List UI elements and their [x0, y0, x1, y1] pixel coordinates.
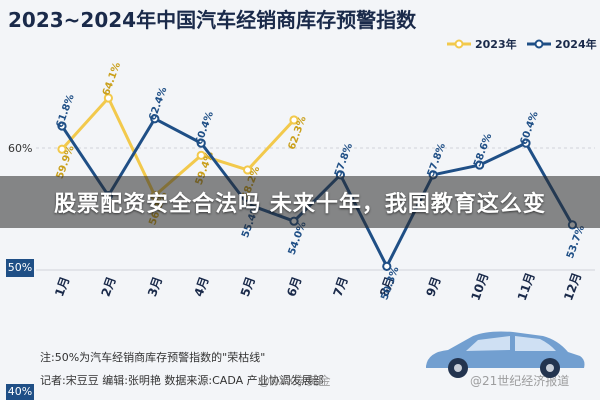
y-tick-label: 60% — [8, 142, 32, 155]
overlay-headline: 股票配资安全合法吗 未来十年，我国教育这么变 — [54, 192, 546, 217]
data-point — [289, 115, 299, 125]
data-label: 62.4% — [147, 86, 169, 122]
y-tick-label-badge-50: 50% — [6, 259, 34, 277]
legend-marker — [454, 39, 464, 49]
data-point — [196, 138, 206, 148]
data-point — [196, 150, 206, 160]
chart-note: 注:50%为汽车经销商库存预警指数的"荣枯线" — [40, 351, 266, 364]
data-label: 58.6% — [472, 132, 494, 168]
x-tick-label: 3月 — [145, 275, 165, 299]
data-point — [57, 144, 67, 154]
x-tick-label: 8月 — [377, 275, 397, 299]
data-point — [521, 138, 531, 148]
data-label: 60.4% — [519, 110, 541, 146]
x-tick-label: 7月 — [331, 275, 351, 299]
x-tick-label: 1月 — [52, 275, 72, 299]
x-tick-label: 2月 — [99, 275, 119, 299]
chart-credits: 记者:宋豆豆 编辑:张明艳 数据来源:CADA 产业协调发展部 — [40, 374, 324, 387]
data-label: 57.8% — [333, 142, 355, 178]
data-label: 64.1% — [101, 61, 123, 97]
overlay-banner — [0, 176, 600, 228]
x-tick-label: 5月 — [238, 275, 258, 299]
data-label: 60.4% — [194, 110, 216, 146]
y-tick-label-badge-40: 40% — [6, 384, 34, 400]
data-point — [382, 261, 392, 271]
x-tick-label: 6月 — [284, 275, 304, 299]
legend: 2023年 2024年 — [447, 37, 597, 51]
legend-marker — [534, 39, 544, 49]
x-tick-label: 4月 — [191, 275, 211, 299]
data-point — [150, 114, 160, 124]
x-tick-label: 10月 — [468, 271, 491, 303]
watermark-right: @21世纪经济报道 — [470, 374, 570, 388]
legend-label: 2024年 — [555, 37, 597, 51]
series-line — [60, 96, 296, 198]
legend-label: 2023年 — [475, 37, 517, 51]
x-tick-label: 12月 — [561, 271, 584, 303]
data-point — [57, 121, 67, 131]
data-point — [103, 93, 114, 103]
data-label: 53.7% — [565, 224, 587, 260]
grid-layer — [36, 147, 595, 271]
watermark-left: @XXX学黄金 — [258, 374, 331, 388]
chart-title: 2023~2024年中国汽车经销商库存预警指数 — [8, 8, 417, 32]
data-point — [243, 165, 253, 175]
data-label: 61.8% — [55, 93, 77, 129]
x-tick-labels: 1月 2月 3月 4月 5月 6月 7月 8月 9月 10月 11月 12月 — [52, 271, 584, 303]
y-tick-labels: 60% — [8, 142, 32, 155]
x-tick-label: 11月 — [515, 271, 538, 303]
car-illustration-icon — [426, 331, 585, 378]
x-tick-label: 9月 — [423, 275, 443, 299]
data-point — [475, 160, 485, 170]
